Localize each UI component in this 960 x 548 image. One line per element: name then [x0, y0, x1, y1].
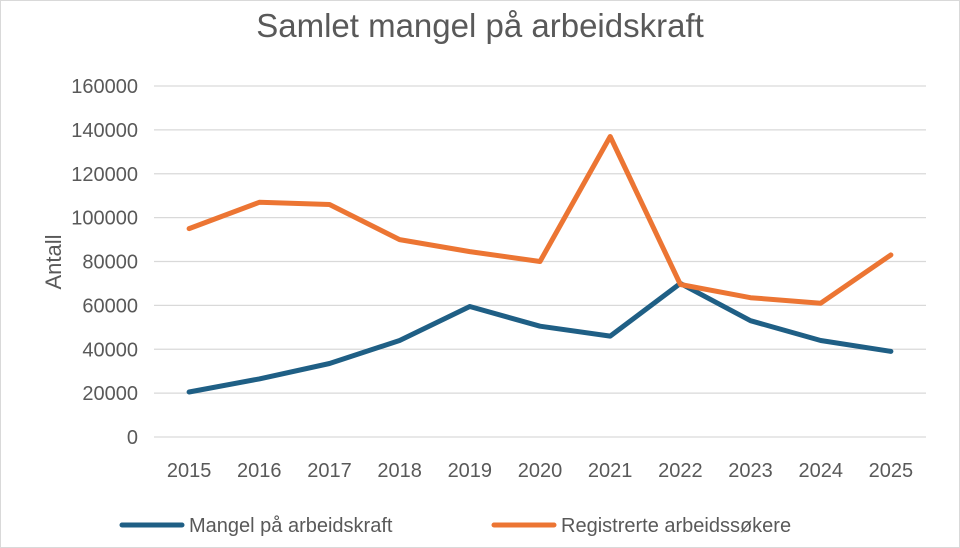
x-tick-label: 2018 [377, 460, 422, 482]
x-tick-label: 2017 [307, 460, 352, 482]
x-tick-labels: 2015 2016 2017 2018 2019 2020 2021 2022 2023 2024… [167, 460, 913, 482]
y-tick-label: 100000 [71, 208, 138, 230]
chart-title: Samlet mangel på arbeidskraft [256, 7, 704, 44]
legend: Mangel på arbeidskraft Registrerte arbeid… [119, 515, 791, 537]
x-tick-label: 2025 [869, 460, 914, 482]
y-tick-label: 0 [127, 427, 138, 449]
series-lines [186, 134, 894, 395]
gridlines [154, 85, 926, 438]
x-tick-label: 2020 [518, 460, 563, 482]
x-tick-label: 2022 [658, 460, 703, 482]
legend-label: Registrerte arbeidssøkere [561, 515, 791, 537]
y-tick-label: 60000 [82, 295, 138, 317]
y-tick-labels: 0 20000 40000 60000 80000 100000 120000 140000 1… [71, 76, 138, 449]
y-tick-label: 160000 [71, 76, 138, 98]
x-tick-label: 2024 [798, 460, 843, 482]
series-line-1 [186, 280, 894, 395]
legend-label: Mangel på arbeidskraft [189, 515, 393, 537]
x-tick-label: 2016 [237, 460, 282, 482]
y-axis-label: Antall [41, 234, 66, 289]
y-tick-label: 80000 [82, 252, 138, 274]
x-tick-label: 2021 [588, 460, 633, 482]
x-tick-label: 2019 [448, 460, 493, 482]
x-tick-label: 2015 [167, 460, 212, 482]
y-tick-label: 20000 [82, 383, 138, 405]
y-tick-label: 120000 [71, 164, 138, 186]
y-tick-label: 40000 [82, 339, 138, 361]
x-tick-label: 2023 [728, 460, 773, 482]
y-tick-label: 140000 [71, 120, 138, 142]
series-line-2 [186, 134, 894, 306]
